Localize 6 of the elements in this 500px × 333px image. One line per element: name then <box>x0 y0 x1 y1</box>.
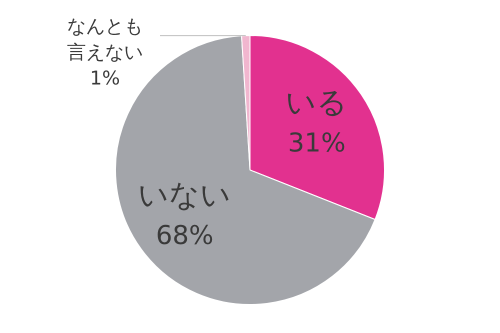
slice-label: なんとも言えない <box>67 16 143 64</box>
data-label: 31% <box>288 128 346 158</box>
slice-label: いない <box>138 178 232 214</box>
data-label: 68% <box>156 221 214 252</box>
data-label: 1% <box>90 68 120 90</box>
slice-label: いる <box>286 85 348 120</box>
